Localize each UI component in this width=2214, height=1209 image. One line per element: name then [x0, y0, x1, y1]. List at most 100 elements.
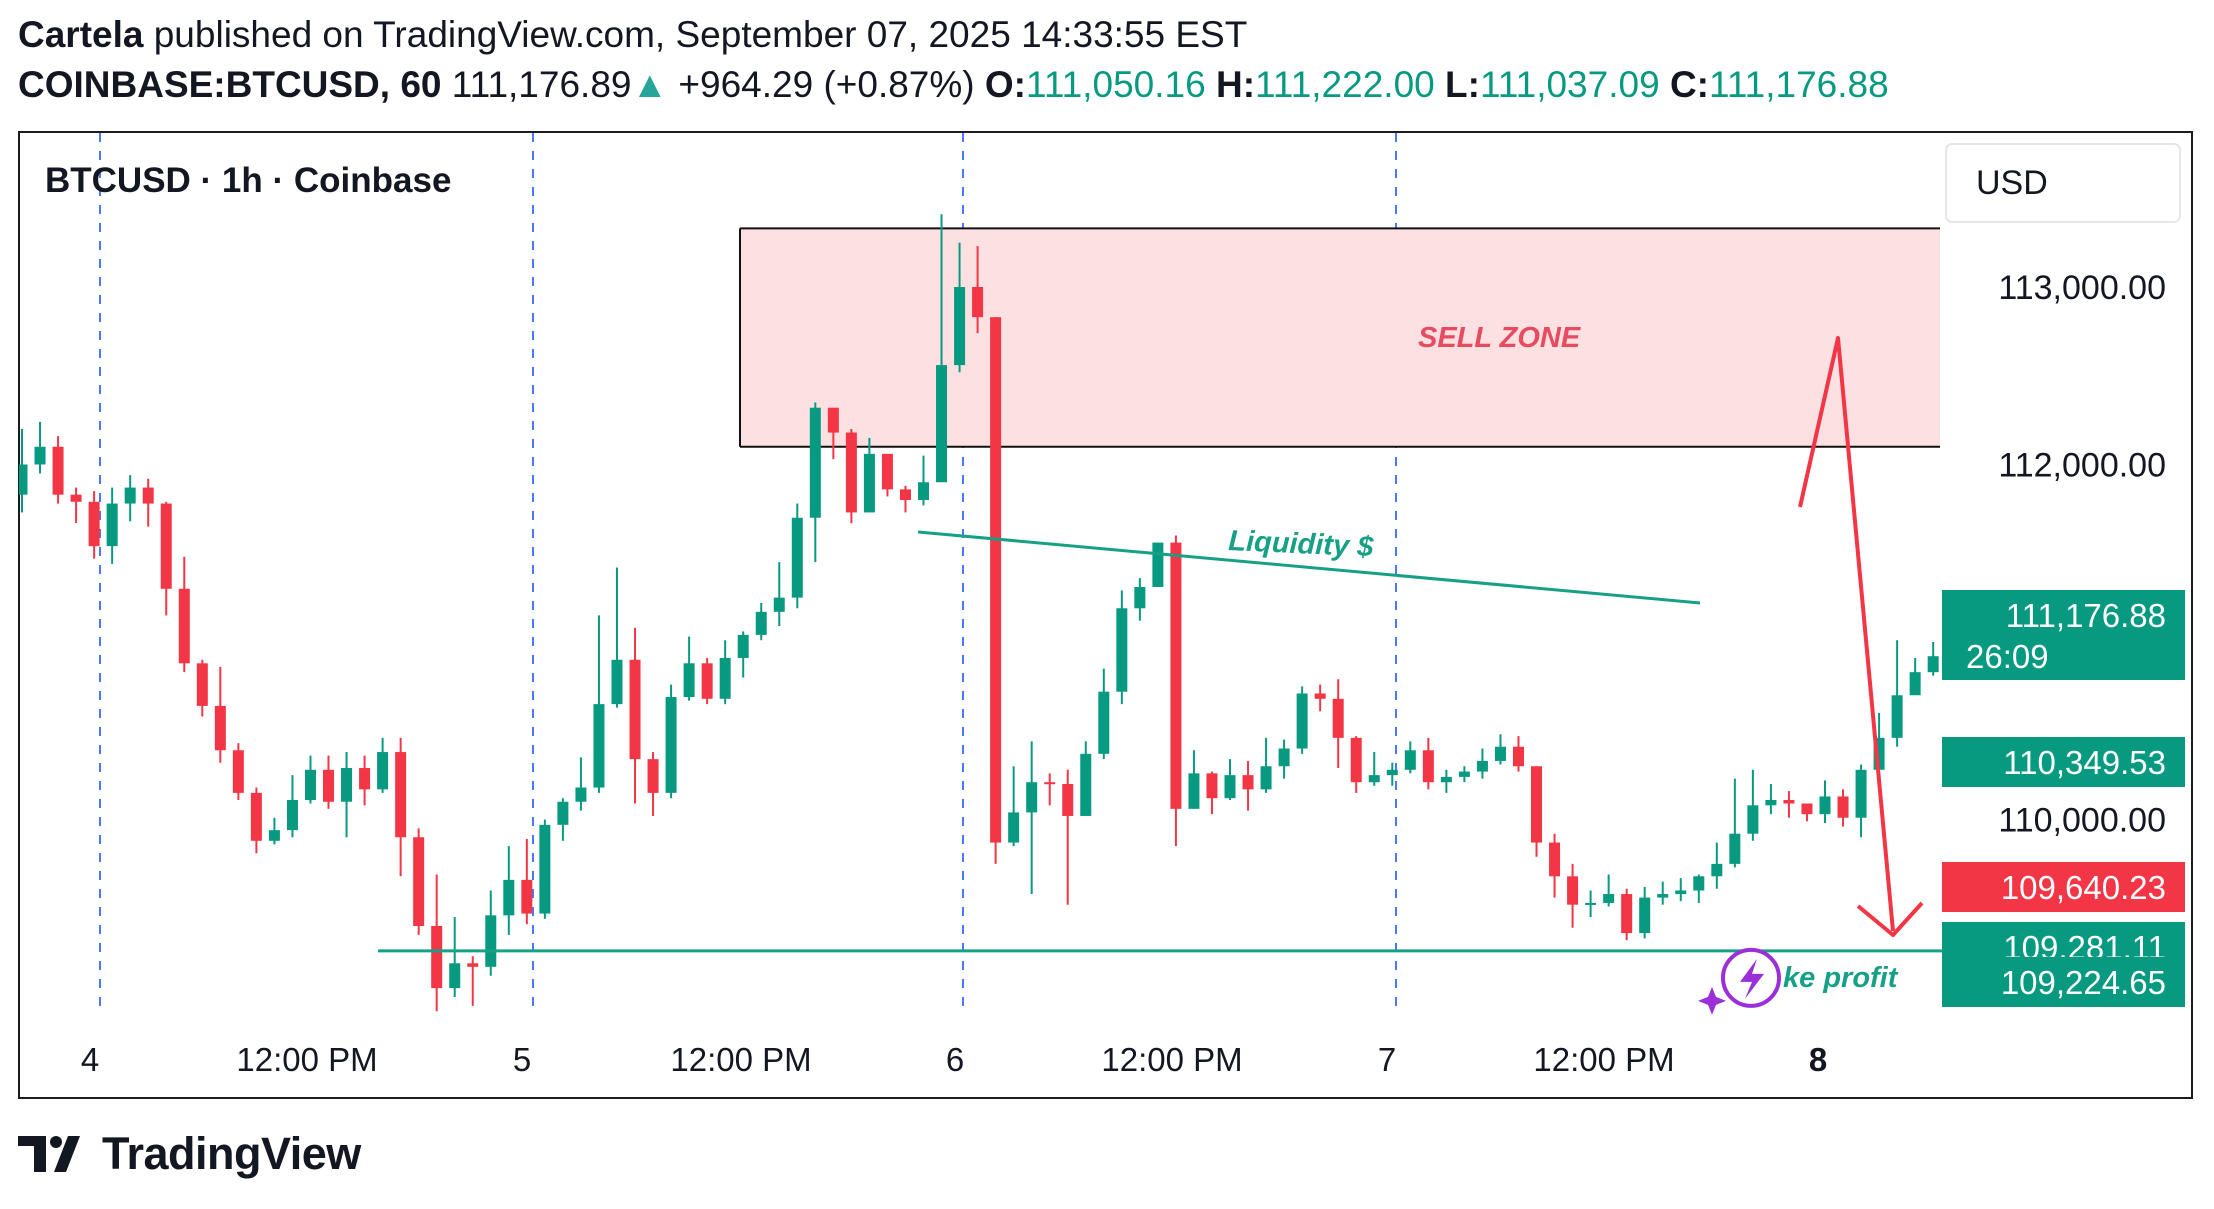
chart-legend: BTCUSD · 1h · Coinbase [45, 161, 451, 200]
candles[interactable] [17, 214, 2101, 1012]
candle-down [1837, 796, 1849, 818]
candle-up [1404, 750, 1416, 770]
candle-up [1080, 753, 1092, 816]
candle-down [88, 501, 100, 547]
candle-up [1116, 608, 1128, 692]
candle-up [1224, 775, 1236, 799]
liquidity-line [917, 530, 1701, 605]
projection-arrow [1798, 336, 1895, 932]
candle-down [1549, 842, 1561, 877]
candle-up [918, 482, 929, 500]
candle-down [52, 446, 64, 495]
candle-up [1386, 769, 1398, 776]
candle-up [1440, 776, 1452, 783]
y-tick-label: 112,000.00 [1998, 447, 2166, 485]
candle-up [1639, 897, 1651, 934]
candle-down [232, 750, 244, 793]
candle-up [286, 799, 298, 831]
candle-up [593, 704, 605, 788]
change-value: +964.29 (+0.87%) [678, 64, 975, 105]
x-tick-label: 5 [513, 1041, 531, 1078]
candle-down [972, 287, 984, 318]
candle-down [827, 407, 839, 433]
candle-up [1278, 748, 1290, 767]
x-tick-label: 12:00 PM [670, 1041, 811, 1078]
x-tick-label: 12:00 PM [1101, 1041, 1242, 1078]
candle-up [377, 752, 389, 790]
candle-down [1801, 803, 1813, 815]
x-tick-label: 6 [946, 1041, 964, 1078]
candle-up [1747, 805, 1759, 834]
candle-down [1531, 766, 1543, 843]
x-tick-label: 4 [81, 1041, 99, 1078]
low-value: 111,037.09 [1479, 64, 1660, 105]
candle-up [34, 446, 46, 465]
candle-up [1188, 773, 1200, 809]
candle-down [990, 317, 1002, 843]
currency-box[interactable] [1945, 143, 2181, 223]
candle-down [323, 769, 335, 802]
candle-up [304, 769, 316, 800]
sell-zone-label: SELL ZONE [1418, 322, 1582, 354]
candle-down [1062, 784, 1074, 816]
tradingview-brand[interactable]: TradingView [18, 1128, 361, 1180]
candle-down [467, 963, 479, 967]
candle-up [1927, 656, 1939, 673]
sell-zone-box [740, 228, 1940, 447]
candle-down [395, 752, 407, 838]
x-tick-label: 7 [1378, 1041, 1396, 1078]
price-label-box [1942, 957, 2185, 1007]
candle-up [755, 611, 767, 635]
candle-up [863, 453, 875, 513]
candle-up [809, 407, 821, 518]
candle-up [106, 503, 118, 547]
candle-up [557, 801, 569, 825]
price-label-value: 109,224.65 [2001, 964, 2166, 1001]
candle-down [1621, 894, 1633, 934]
candle-down [1422, 750, 1434, 783]
y-axis[interactable]: 113,000.00 112,000.00 110,000.00 111,176.88… [1942, 269, 2185, 1007]
candle-down [881, 453, 893, 490]
candle-up [449, 963, 461, 989]
close-value: 111,176.88 [1708, 64, 1889, 105]
candle-down [629, 659, 641, 760]
candle-up [503, 879, 515, 916]
last-price: 111,176.89 [451, 64, 632, 105]
candle-down [899, 489, 911, 500]
take-profit-label: ke profit [1783, 962, 1899, 994]
y-tick-label: 110,000.00 [1998, 802, 2166, 840]
annotations: SELL ZONE Liquidity $ ke profit [378, 322, 1942, 1015]
candle-up [683, 663, 695, 698]
candle-up [1603, 894, 1615, 903]
lightning-bolt-icon [1740, 958, 1764, 999]
candle-up [1008, 812, 1020, 843]
candle-down [431, 926, 443, 989]
candle-down [701, 663, 713, 699]
candle-down [1314, 693, 1326, 699]
candle-up [1260, 766, 1272, 790]
candle-down [413, 837, 425, 926]
author-name[interactable]: Cartela [18, 14, 144, 55]
candle-up [1296, 693, 1308, 749]
candle-down [521, 879, 533, 914]
candle-up [1891, 695, 1903, 738]
candle-down [1170, 542, 1182, 809]
candle-down [1783, 799, 1795, 804]
candle-up [1855, 769, 1867, 818]
candle-up [19, 464, 28, 495]
candle-up [1494, 746, 1506, 761]
candle-up [954, 287, 966, 366]
candle-down [359, 768, 371, 790]
candle-up [341, 768, 353, 802]
candle-up [1819, 796, 1831, 815]
candle-up [1458, 771, 1470, 777]
candle-up [611, 659, 623, 705]
x-tick-label: 12:00 PM [236, 1041, 377, 1078]
countdown-label: 26:09 [1966, 638, 2049, 675]
candle-down [214, 705, 226, 751]
candle-down [1206, 773, 1218, 799]
price-label-value: 109,640.23 [2001, 869, 2166, 906]
y-tick-label: 113,000.00 [1998, 269, 2166, 307]
x-axis: 4 12:00 PM 5 12:00 PM 6 12:00 PM 7 12:00 PM 8 [81, 1041, 1827, 1078]
